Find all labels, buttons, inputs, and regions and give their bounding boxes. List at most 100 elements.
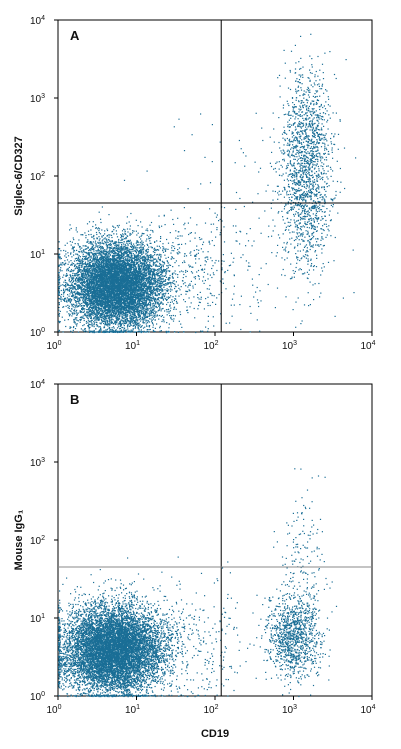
- data-point: [111, 235, 112, 236]
- data-point: [91, 243, 92, 244]
- data-point: [72, 305, 73, 306]
- data-point: [77, 268, 78, 269]
- data-point: [76, 312, 77, 313]
- data-point: [168, 311, 169, 312]
- data-point: [75, 254, 76, 255]
- data-point: [112, 284, 113, 285]
- data-point: [101, 322, 102, 323]
- data-point: [149, 321, 150, 322]
- data-point: [174, 280, 175, 281]
- data-point: [159, 308, 160, 309]
- data-point: [107, 230, 108, 231]
- data-point: [91, 268, 92, 269]
- data-point: [147, 228, 148, 229]
- data-point: [100, 222, 101, 223]
- data-point: [90, 324, 91, 325]
- data-point: [89, 221, 90, 222]
- data-point: [118, 324, 119, 325]
- data-point: [59, 316, 60, 317]
- data-point: [175, 296, 176, 297]
- data-point: [106, 244, 107, 245]
- data-point: [102, 240, 103, 241]
- data-point: [124, 229, 125, 230]
- data-point: [95, 245, 96, 246]
- data-point: [118, 313, 119, 314]
- data-point: [119, 328, 120, 329]
- data-point: [106, 249, 107, 250]
- data-point: [94, 310, 95, 311]
- data-point: [137, 306, 138, 307]
- data-point: [152, 315, 153, 316]
- data-point: [92, 244, 93, 245]
- data-point: [99, 283, 100, 284]
- data-point: [121, 330, 122, 331]
- data-point: [91, 323, 92, 324]
- data-point: [120, 287, 121, 288]
- data-point: [111, 246, 112, 247]
- data-point: [145, 258, 146, 259]
- data-point: [101, 330, 102, 331]
- data-point: [107, 329, 108, 330]
- data-point: [173, 321, 174, 322]
- data-point: [127, 314, 128, 315]
- data-point: [131, 242, 132, 243]
- panel-a: A 100 101 102 103 104 100101102103104 Siglec…: [13, 15, 376, 352]
- data-point: [173, 283, 174, 284]
- data-point: [98, 245, 99, 246]
- data-point: [157, 246, 158, 247]
- data-point: [104, 273, 105, 274]
- data-point: [81, 292, 82, 293]
- data-point: [180, 311, 181, 312]
- data-point: [143, 242, 144, 243]
- data-point: [146, 240, 147, 241]
- data-point: [177, 277, 178, 278]
- data-point: [187, 291, 188, 292]
- data-point: [144, 322, 145, 323]
- data-point: [127, 328, 128, 329]
- data-point: [85, 235, 86, 236]
- data-point: [93, 317, 94, 318]
- data-point: [78, 239, 79, 240]
- data-point: [142, 226, 143, 227]
- data-point: [66, 283, 67, 284]
- data-point: [180, 324, 181, 325]
- data-point: [146, 320, 147, 321]
- data-point: [147, 283, 148, 284]
- data-point: [138, 261, 139, 262]
- data-point: [160, 303, 161, 304]
- data-point: [123, 329, 124, 330]
- data-point: [171, 247, 172, 248]
- data-point: [76, 260, 77, 261]
- data-point: [156, 301, 157, 302]
- data-point: [164, 262, 165, 263]
- data-point: [118, 323, 119, 324]
- data-point: [185, 294, 186, 295]
- data-point: [146, 263, 147, 264]
- data-point: [98, 230, 99, 231]
- data-point: [88, 231, 89, 232]
- data-point: [138, 258, 139, 259]
- data-point: [72, 248, 73, 249]
- data-point: [88, 250, 89, 251]
- data-point: [141, 270, 142, 271]
- data-point: [162, 315, 163, 316]
- data-point: [68, 255, 69, 256]
- data-point: [154, 331, 155, 332]
- data-point: [170, 275, 171, 276]
- data-point: [72, 313, 73, 314]
- data-point: [61, 264, 62, 265]
- data-point: [140, 221, 141, 222]
- data-point: [91, 314, 92, 315]
- data-point: [124, 325, 125, 326]
- data-point: [91, 248, 92, 249]
- data-point: [73, 306, 74, 307]
- data-point: [58, 331, 59, 332]
- data-point: [93, 221, 94, 222]
- data-point: [170, 232, 171, 233]
- data-point: [83, 249, 84, 250]
- data-point: [150, 268, 151, 269]
- data-point: [62, 317, 63, 318]
- data-point: [70, 252, 71, 253]
- data-point: [135, 328, 136, 329]
- data-point: [94, 326, 95, 327]
